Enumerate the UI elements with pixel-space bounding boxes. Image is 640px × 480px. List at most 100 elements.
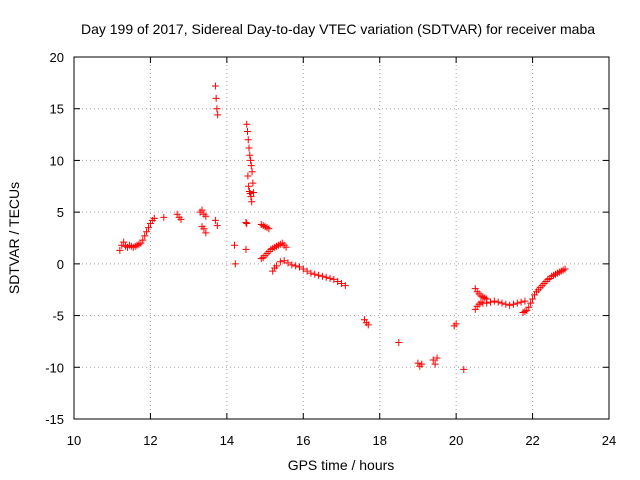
data-point — [364, 321, 372, 329]
data-point — [245, 144, 253, 152]
x-tick-label: 24 — [602, 433, 616, 448]
data-point — [211, 82, 219, 90]
data-point — [213, 105, 221, 113]
data-point — [292, 262, 300, 270]
data-point — [487, 298, 495, 306]
data-point — [231, 241, 238, 249]
data-point — [244, 172, 252, 180]
data-point — [243, 127, 251, 135]
data-point — [145, 224, 153, 232]
data-point — [247, 156, 255, 164]
data-point — [246, 190, 254, 198]
data-point — [509, 300, 517, 308]
gridlines — [74, 57, 609, 419]
data-point — [245, 182, 253, 190]
data-point — [242, 218, 250, 226]
data-point — [431, 360, 439, 368]
data-point — [303, 267, 311, 275]
y-tick-label: 0 — [57, 257, 64, 272]
x-tick-labels: 10 12 14 16 18 20 22 24 — [67, 433, 616, 448]
data-point — [334, 277, 342, 285]
data-point — [212, 94, 220, 102]
data-point — [460, 365, 468, 373]
data-point — [247, 193, 255, 201]
data-point — [250, 188, 258, 196]
data-point — [231, 260, 239, 268]
data-point — [483, 299, 491, 307]
data-point — [202, 229, 210, 237]
data-point — [143, 228, 151, 236]
data-point — [521, 297, 529, 305]
plot-frame — [73, 56, 610, 420]
y-tick-label: -5 — [52, 309, 64, 324]
data-point — [211, 216, 219, 224]
data-point — [311, 270, 319, 278]
data-point — [284, 259, 292, 267]
data-point — [494, 298, 502, 306]
data-point — [527, 299, 535, 307]
data-point — [246, 151, 254, 159]
data-point — [517, 298, 525, 306]
data-point — [318, 272, 326, 280]
data-point — [276, 258, 284, 266]
data-point — [242, 245, 250, 253]
data-point — [307, 269, 315, 277]
data-point — [248, 198, 256, 206]
data-point — [429, 356, 437, 364]
x-tick-label: 18 — [372, 433, 386, 448]
data-point — [322, 273, 330, 281]
data-point — [295, 263, 303, 271]
data-points — [116, 82, 569, 373]
x-tick-label: 14 — [220, 433, 234, 448]
data-point — [243, 220, 251, 228]
data-point — [561, 265, 569, 273]
x-tick-label: 20 — [449, 433, 463, 448]
x-axis-label: GPS time / hours — [288, 457, 395, 473]
data-point — [249, 179, 257, 187]
data-point — [338, 280, 345, 288]
data-point — [273, 262, 281, 270]
y-tick-labels: -15 -10 -5 0 5 10 15 20 — [45, 50, 64, 427]
x-tick-label: 16 — [296, 433, 310, 448]
data-point — [433, 354, 441, 362]
data-point — [177, 215, 185, 223]
data-point — [452, 320, 460, 328]
data-point — [341, 282, 349, 290]
y-tick-label: 10 — [50, 153, 64, 168]
data-point — [202, 212, 210, 220]
data-point — [513, 299, 521, 307]
x-tick-label: 12 — [143, 433, 157, 448]
data-point — [248, 168, 256, 176]
data-point — [498, 299, 506, 307]
data-point — [139, 236, 147, 244]
data-point — [288, 261, 296, 269]
data-point — [160, 213, 168, 221]
y-tick-label: 15 — [50, 102, 64, 117]
data-point — [198, 206, 206, 214]
data-point — [529, 295, 537, 303]
data-point — [247, 162, 255, 170]
data-point — [280, 257, 288, 265]
y-tick-label: -15 — [45, 412, 64, 427]
data-point — [150, 214, 158, 222]
x-tick-label: 10 — [67, 433, 81, 448]
data-point — [213, 222, 221, 230]
data-point — [502, 300, 510, 308]
data-point — [141, 232, 149, 240]
data-point — [200, 225, 208, 233]
data-point — [214, 111, 222, 119]
data-point — [299, 265, 307, 273]
data-point — [326, 274, 334, 282]
data-point — [315, 271, 323, 279]
data-point — [244, 136, 252, 144]
data-point — [418, 360, 426, 368]
data-point — [506, 301, 514, 309]
data-point — [282, 243, 290, 251]
axis-ticks — [73, 56, 610, 420]
x-tick-label: 22 — [525, 433, 539, 448]
y-axis-label: SDTVAR / TECUs — [6, 182, 22, 294]
data-point — [120, 238, 128, 246]
y-tick-label: 5 — [57, 205, 64, 220]
